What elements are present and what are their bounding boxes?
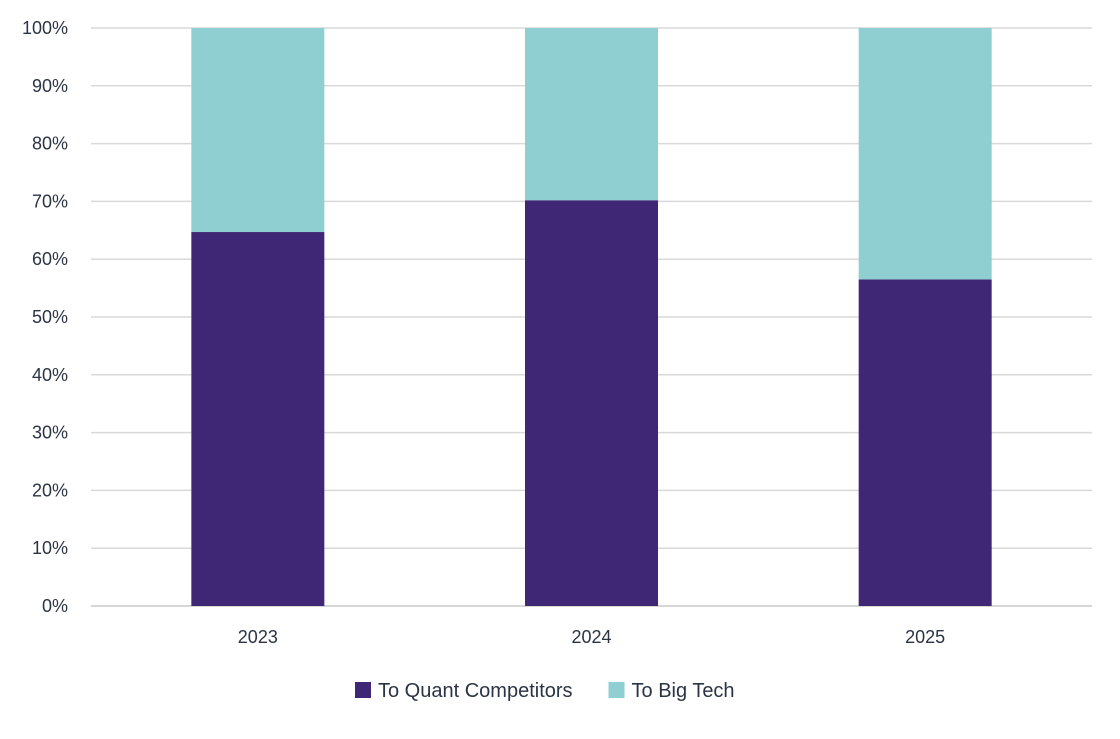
y-tick-label: 60% bbox=[32, 249, 68, 269]
bar-segment bbox=[191, 232, 325, 606]
x-tick-label: 2023 bbox=[238, 627, 278, 647]
bar-segment bbox=[191, 28, 325, 233]
y-tick-label: 70% bbox=[32, 191, 68, 211]
y-tick-label: 20% bbox=[32, 480, 68, 500]
y-tick-label: 10% bbox=[32, 538, 68, 558]
y-tick-label: 40% bbox=[32, 365, 68, 385]
bar-segment bbox=[858, 279, 992, 606]
y-tick-label: 100% bbox=[22, 18, 68, 38]
y-tick-label: 50% bbox=[32, 307, 68, 327]
legend-swatch bbox=[355, 682, 371, 698]
legend-swatch bbox=[608, 682, 625, 698]
y-tick-label: 30% bbox=[32, 423, 68, 443]
bar-segment bbox=[525, 28, 658, 201]
y-tick-label: 90% bbox=[32, 76, 68, 96]
bar-segment bbox=[525, 200, 658, 606]
y-tick-label: 0% bbox=[42, 596, 68, 616]
legend-label: To Quant Competitors bbox=[378, 680, 573, 702]
y-tick-label: 80% bbox=[32, 134, 68, 154]
x-tick-label: 2025 bbox=[905, 627, 945, 647]
legend-label: To Big Tech bbox=[632, 680, 735, 702]
x-tick-label: 2024 bbox=[571, 627, 611, 647]
bar-segment bbox=[858, 28, 992, 280]
